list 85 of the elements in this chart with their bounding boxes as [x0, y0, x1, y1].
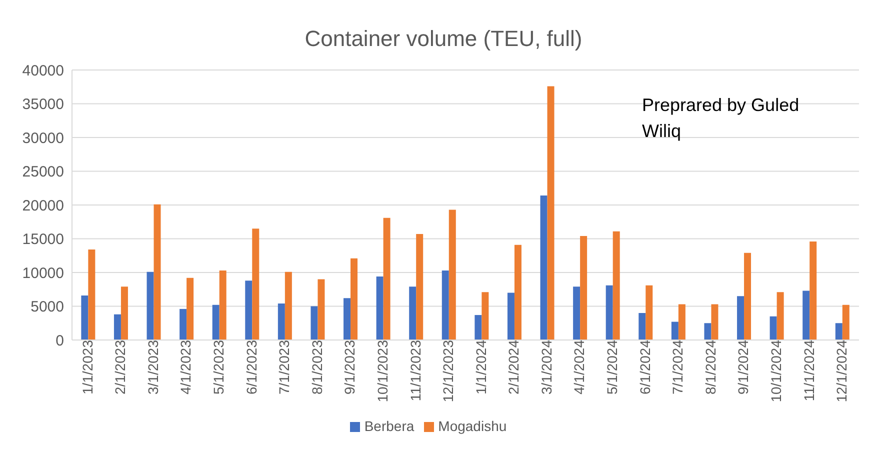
x-tick-label: 6/1/2024: [636, 340, 653, 394]
bar: [252, 228, 260, 340]
bar: [711, 304, 718, 340]
x-tick-label: 8/1/2024: [702, 340, 718, 394]
bar: [114, 314, 121, 340]
y-tick-label: 15000: [22, 231, 64, 248]
x-tick-label: 11/1/2024: [800, 340, 817, 402]
bar: [835, 323, 842, 340]
y-tick-label: 35000: [22, 96, 64, 114]
bar: [245, 280, 252, 340]
bar: [580, 236, 588, 340]
x-tick-label: 6/1/2023: [243, 340, 260, 394]
annotation: Preprared by Guled Wiliq: [642, 94, 800, 143]
bar: [409, 286, 416, 340]
bar: [507, 292, 514, 340]
x-tick-label: 4/1/2023: [178, 340, 194, 394]
bar: [802, 290, 810, 340]
legend-label: Mogadishu: [438, 418, 507, 434]
bar: [638, 313, 646, 340]
bar: [146, 272, 154, 340]
y-tick-label: 5000: [30, 298, 64, 316]
x-tick-label: 5/1/2023: [210, 340, 227, 394]
y-tick-label: 30000: [22, 130, 64, 147]
bar: [120, 286, 128, 340]
y-tick-label: 0: [56, 332, 64, 350]
y-tick-label: 40000: [22, 62, 64, 80]
x-tick-label: 12/1/2023: [440, 340, 456, 402]
bar: [186, 278, 194, 340]
x-tick-label: 7/1/2024: [670, 340, 686, 394]
bar: [219, 270, 226, 340]
bar: [671, 322, 678, 340]
bar: [776, 292, 784, 340]
bar: [318, 279, 325, 340]
x-tick-label: 4/1/2024: [571, 340, 588, 394]
bar: [678, 304, 686, 340]
bar: [416, 234, 424, 340]
x-tick-label: 3/1/2023: [144, 340, 161, 394]
x-tick-label: 7/1/2023: [276, 340, 292, 394]
x-tick-label: 2/1/2024: [506, 340, 522, 394]
bar: [573, 286, 580, 340]
bar: [212, 304, 220, 340]
y-tick-label: 25000: [22, 164, 64, 181]
bar: [842, 304, 850, 340]
bar: [350, 258, 358, 340]
bar: [612, 231, 620, 340]
chart-title: Container volume (TEU, full): [304, 26, 584, 52]
x-tick-label: 5/1/2024: [604, 340, 620, 394]
x-tick-label: 2/1/2023: [112, 340, 128, 394]
bar: [646, 285, 653, 340]
bar: [180, 308, 187, 340]
bar: [704, 323, 712, 340]
bar: [284, 272, 292, 340]
x-tick-label: 9/1/2023: [342, 340, 358, 394]
legend-label: Berbera: [364, 418, 414, 434]
bar: [606, 285, 613, 340]
y-tick-label: 10000: [22, 264, 64, 282]
x-tick-label: 10/1/2024: [768, 340, 784, 402]
x-tick-label: 3/1/2024: [538, 340, 554, 394]
bar: [744, 252, 752, 340]
x-tick-label: 12/1/2024: [834, 340, 850, 402]
bar: [344, 298, 351, 340]
bar: [81, 295, 88, 340]
bar: [474, 315, 482, 340]
bar: [547, 86, 554, 340]
bar: [448, 210, 456, 340]
x-tick-label: 8/1/2023: [308, 340, 325, 394]
x-tick-label: 10/1/2023: [374, 340, 390, 402]
bar: [514, 244, 522, 340]
bar: [88, 250, 96, 340]
bar: [540, 196, 548, 340]
x-tick-label: 1/1/2024: [472, 340, 489, 394]
x-tick-label: 9/1/2024: [735, 340, 752, 394]
x-tick-label: 1/1/2023: [79, 340, 96, 394]
bar: [810, 241, 817, 340]
y-tick-label: 20000: [22, 197, 64, 214]
bar: [442, 270, 449, 340]
bar: [770, 316, 777, 340]
bar: [482, 292, 489, 340]
bar: [154, 204, 161, 340]
x-tick-label: 11/1/2023: [407, 340, 424, 402]
bar: [383, 218, 390, 340]
bar: [376, 276, 384, 340]
bar: [310, 306, 318, 340]
bar: [737, 296, 744, 340]
bar: [278, 304, 285, 340]
